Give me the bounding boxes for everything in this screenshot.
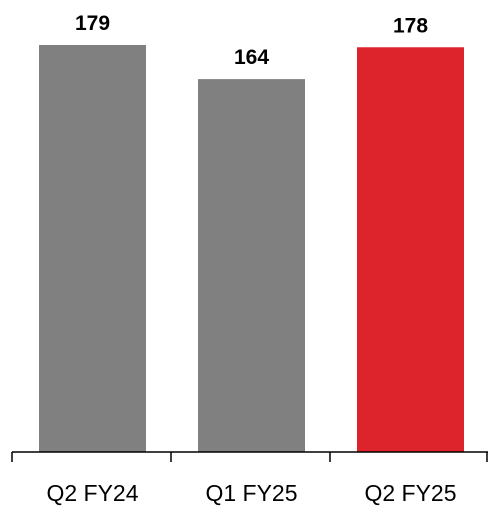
bar-1 — [198, 79, 305, 453]
category-label-2: Q2 FY25 — [364, 480, 456, 506]
data-label-2: 178 — [393, 14, 428, 37]
bar-0 — [39, 45, 146, 452]
value-labels-layer: 179 164 178 — [75, 12, 428, 69]
x-axis — [11, 451, 488, 462]
category-labels-layer: Q2 FY24 Q1 FY25 Q2 FY25 — [46, 480, 456, 506]
category-label-1: Q1 FY25 — [205, 480, 297, 506]
data-label-1: 164 — [234, 46, 269, 69]
bar-2 — [357, 47, 464, 452]
bars-layer — [39, 45, 464, 453]
category-label-0: Q2 FY24 — [46, 480, 138, 506]
data-label-0: 179 — [75, 12, 110, 35]
